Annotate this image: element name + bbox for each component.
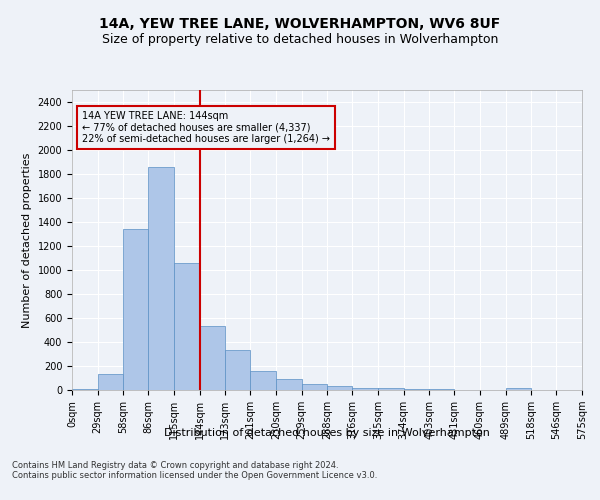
Bar bbox=[200, 326, 226, 390]
Text: Distribution of detached houses by size in Wolverhampton: Distribution of detached houses by size … bbox=[164, 428, 490, 438]
Bar bbox=[174, 263, 200, 390]
Bar bbox=[98, 374, 124, 390]
Bar bbox=[226, 350, 250, 390]
Text: Size of property relative to detached houses in Wolverhampton: Size of property relative to detached ho… bbox=[102, 32, 498, 46]
Text: Contains public sector information licensed under the Open Government Licence v3: Contains public sector information licen… bbox=[12, 470, 377, 480]
Bar bbox=[352, 388, 378, 390]
Bar bbox=[404, 389, 430, 390]
Bar bbox=[250, 371, 276, 390]
Text: 14A YEW TREE LANE: 144sqm
← 77% of detached houses are smaller (4,337)
22% of se: 14A YEW TREE LANE: 144sqm ← 77% of detac… bbox=[82, 111, 330, 144]
Bar bbox=[378, 388, 404, 390]
Bar bbox=[276, 378, 302, 390]
Bar bbox=[328, 386, 352, 390]
Bar bbox=[124, 229, 148, 390]
Text: 14A, YEW TREE LANE, WOLVERHAMPTON, WV6 8UF: 14A, YEW TREE LANE, WOLVERHAMPTON, WV6 8… bbox=[100, 18, 500, 32]
Y-axis label: Number of detached properties: Number of detached properties bbox=[22, 152, 32, 328]
Bar bbox=[148, 167, 174, 390]
Text: Contains HM Land Registry data © Crown copyright and database right 2024.: Contains HM Land Registry data © Crown c… bbox=[12, 460, 338, 469]
Bar bbox=[506, 388, 532, 390]
Bar bbox=[302, 384, 328, 390]
